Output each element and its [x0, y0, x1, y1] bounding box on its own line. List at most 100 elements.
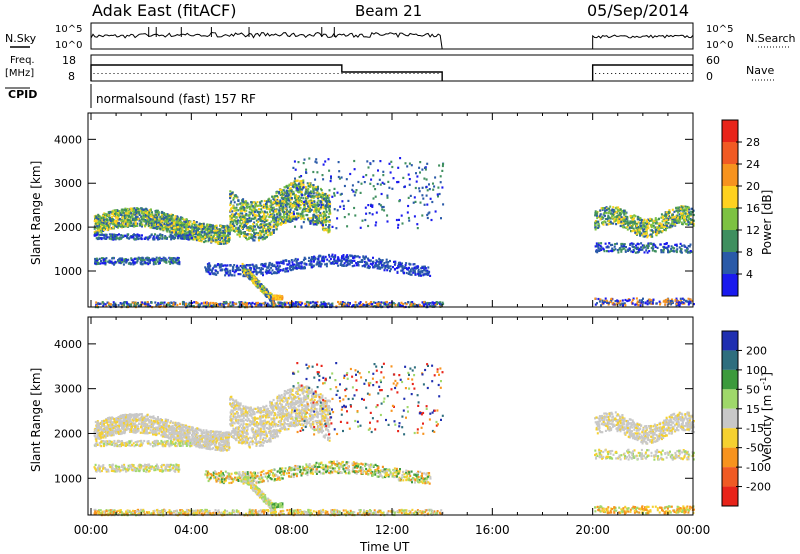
echo-main-band — [261, 235, 264, 238]
echo-main-band — [286, 212, 289, 216]
echo-low — [310, 256, 313, 259]
echo-sporadic — [377, 169, 379, 172]
nsky-tick-top: 10^5 — [55, 24, 82, 35]
echo-main-band — [118, 217, 121, 221]
echo-near-range — [105, 304, 108, 307]
echo-main-band — [291, 202, 294, 205]
echo-low — [225, 272, 228, 275]
echo-sporadic — [317, 187, 319, 190]
echo-sporadic — [366, 160, 369, 163]
echo-main-band — [221, 237, 223, 240]
noise-line-night — [592, 34, 694, 49]
echo-main-band — [193, 223, 196, 227]
echo-main-band — [136, 222, 139, 225]
echo-main-band — [156, 212, 159, 215]
echo-main-band — [170, 218, 173, 221]
echo-main-band — [252, 229, 255, 232]
echo-lower-edge — [165, 236, 168, 239]
echo-sporadic — [339, 205, 342, 208]
echo-main-band — [223, 239, 226, 242]
echo-low — [397, 266, 400, 269]
echo-main-band — [237, 199, 240, 202]
echo-lower-edge — [119, 237, 121, 240]
echo-lower-edge — [121, 234, 124, 237]
echo-main-band — [109, 221, 112, 224]
echo-low — [104, 263, 107, 266]
echo-main-band — [320, 214, 323, 217]
echo-main-band — [297, 216, 300, 219]
echo-main-band — [288, 199, 290, 202]
echo-low — [276, 264, 279, 267]
echo-main-band — [291, 183, 294, 187]
echo-main-band — [147, 217, 150, 220]
echo-low — [132, 259, 135, 262]
echo-near-range — [195, 302, 198, 305]
echo-sporadic — [370, 204, 372, 207]
echo-near-range — [321, 304, 324, 308]
echo-main-band — [195, 230, 198, 233]
echo-main-band — [302, 202, 304, 205]
echo-main-band — [291, 215, 294, 218]
echo-near-range — [157, 302, 160, 305]
echo-main-band — [239, 208, 242, 211]
echo-main-band — [240, 202, 243, 205]
echo-low — [267, 270, 270, 273]
echo-main-band — [127, 210, 130, 213]
echo-main-band — [297, 185, 300, 188]
echo-sporadic — [383, 209, 386, 212]
echo-main-band — [278, 191, 281, 194]
echo-main-band — [207, 234, 210, 237]
echo-near-range — [397, 302, 400, 305]
echo-low — [333, 256, 336, 259]
echo-main-band — [96, 231, 99, 234]
echo-main-band — [142, 220, 145, 223]
echo-near-range — [249, 303, 252, 306]
echo-main-band — [295, 183, 298, 187]
echo-main-band — [236, 209, 239, 212]
echo-main-band — [228, 236, 231, 239]
echo-main-band — [229, 215, 232, 218]
echo-low — [119, 257, 122, 260]
echo-near-range — [439, 303, 442, 306]
echo-sporadic — [421, 194, 424, 197]
echo-descending — [262, 285, 265, 288]
echo-low — [340, 261, 343, 264]
echo-near-range — [231, 303, 234, 306]
echo-main-band — [270, 204, 273, 207]
echo-low — [136, 259, 139, 263]
echo-near-range — [287, 302, 290, 305]
echo-main-band — [128, 215, 131, 218]
echo-main-band — [97, 218, 100, 221]
echo-sporadic — [353, 159, 356, 163]
echo-low — [297, 265, 300, 268]
echo-low — [148, 257, 150, 260]
echo-main-band — [302, 197, 305, 200]
echo-main-band — [215, 224, 218, 227]
echo-main-band — [304, 199, 307, 202]
echo-low — [351, 265, 354, 268]
echo-near-range — [372, 301, 375, 304]
echo-main-band — [221, 231, 224, 234]
echo-near-range — [413, 303, 416, 306]
echo-main-band — [263, 218, 266, 221]
echo-low — [246, 264, 248, 267]
echo-main-band — [189, 237, 192, 240]
echo-main-band — [176, 215, 179, 218]
echo-main-band — [215, 239, 217, 242]
echo-main-band — [297, 212, 300, 215]
echo-main-band — [297, 197, 300, 200]
echo-descending — [261, 287, 264, 290]
echo-main-band — [268, 230, 271, 233]
echo-near-range — [109, 303, 112, 306]
echo-low — [376, 264, 379, 267]
echo-main-band — [214, 226, 216, 230]
echo-main-band — [230, 229, 233, 232]
echo-near-range — [309, 301, 312, 304]
echo-sporadic — [386, 194, 389, 197]
echo-main-band — [187, 228, 190, 231]
echo-main-band — [238, 234, 241, 237]
echo-main-band — [260, 233, 263, 236]
echo-main-band — [315, 211, 318, 214]
echo-low — [310, 264, 313, 267]
echo-descending — [245, 270, 248, 273]
